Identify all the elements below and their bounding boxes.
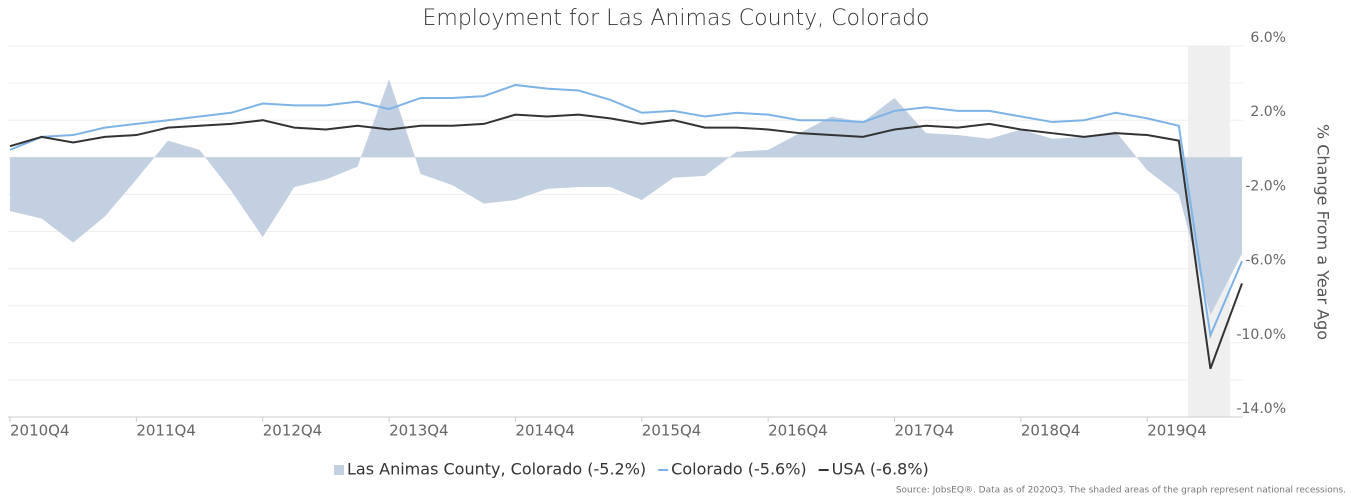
x-tick-label: 2010Q4 xyxy=(10,422,70,440)
y-tick-label: -2.0% xyxy=(1245,178,1286,194)
legend-label: Colorado (-5.6%) xyxy=(671,460,807,479)
source-note: Source: JobsEQ®. Data as of 2020Q3. The … xyxy=(896,486,1346,496)
grid xyxy=(8,45,1243,418)
legend-label: USA (-6.8%) xyxy=(832,460,929,479)
line xyxy=(9,83,1243,340)
line xyxy=(9,113,1243,370)
x-tick-label: 2013Q4 xyxy=(389,422,449,440)
x-tick-label: 2015Q4 xyxy=(642,422,702,440)
x-tick-label: 2019Q4 xyxy=(1147,422,1207,440)
x-tick-label: 2011Q4 xyxy=(136,422,196,440)
x-tick-label: 2016Q4 xyxy=(768,422,828,440)
y-tick-label: 2.0% xyxy=(1250,104,1286,120)
x-tick-label: 2017Q4 xyxy=(895,422,955,440)
y-tick-label: 6.0% xyxy=(1250,30,1286,46)
legend-label: Las Animas County, Colorado (-5.2%) xyxy=(347,460,646,479)
x-tick-label: 2018Q4 xyxy=(1021,422,1081,440)
y-tick-label: -14.0% xyxy=(1236,401,1286,417)
chart-title: Employment for Las Animas County, Colora… xyxy=(422,6,929,31)
x-tick-label: 2014Q4 xyxy=(515,422,575,440)
legend: Las Animas County, Colorado (-5.2%) Color… xyxy=(334,460,929,479)
area xyxy=(10,79,1242,315)
legend-swatch xyxy=(334,465,344,475)
y-tick-label: -10.0% xyxy=(1236,327,1286,343)
y-axis-label: % Change From a Year Ago xyxy=(1314,124,1333,340)
y-tick-label: -6.0% xyxy=(1245,253,1286,269)
x-tick-label: 2012Q4 xyxy=(263,422,323,440)
